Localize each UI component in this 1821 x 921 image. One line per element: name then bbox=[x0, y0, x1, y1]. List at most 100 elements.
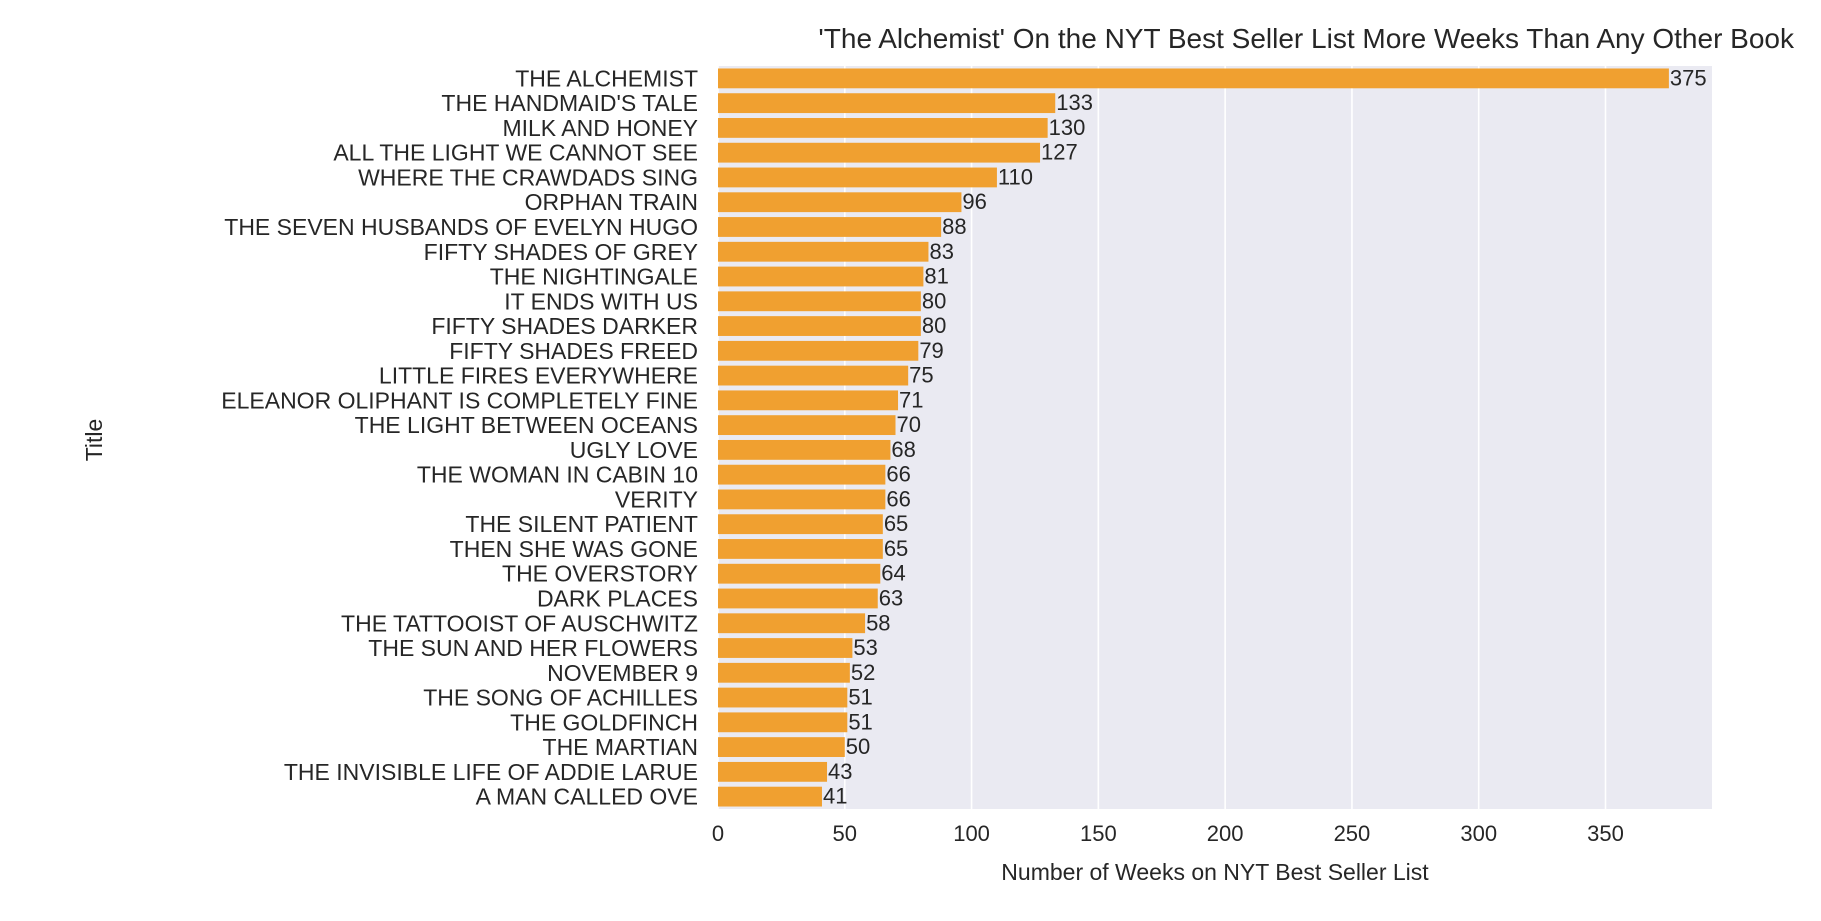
bar-the-sun-and-her-flowers bbox=[718, 638, 853, 658]
bar-milk-and-honey bbox=[718, 118, 1048, 138]
category-label-the-alchemist: THE ALCHEMIST bbox=[515, 65, 698, 91]
category-label-the-light-between-oceans: THE LIGHT BETWEEN OCEANS bbox=[355, 412, 698, 438]
bar-all-the-light-we-cannot-see bbox=[718, 142, 1041, 163]
bar-then-she-was-gone bbox=[718, 539, 883, 559]
bar-the-goldfinch bbox=[718, 712, 848, 733]
category-label-then-she-was-gone: THEN SHE WAS GONE bbox=[450, 536, 698, 562]
bar-november-9 bbox=[718, 662, 850, 683]
category-label-where-the-crawdads-sing: WHERE THE CRAWDADS SING bbox=[358, 164, 698, 190]
bar-the-handmaid-s-tale bbox=[718, 93, 1056, 114]
category-label-fifty-shades-freed: FIFTY SHADES FREED bbox=[449, 338, 698, 364]
category-label-milk-and-honey: MILK AND HONEY bbox=[502, 115, 698, 141]
bar-the-seven-husbands-of-evelyn-hugo bbox=[718, 217, 942, 237]
data-label-the-silent-patient: 65 bbox=[884, 511, 908, 536]
data-label-the-sun-and-her-flowers: 53 bbox=[853, 635, 877, 660]
bar-the-martian bbox=[718, 737, 845, 757]
x-tick-label-150: 150 bbox=[1080, 821, 1117, 846]
bar-eleanor-oliphant-is-completely-fine bbox=[718, 390, 899, 411]
category-label-eleanor-oliphant-is-completely-fine: ELEANOR OLIPHANT IS COMPLETELY FINE bbox=[221, 387, 698, 413]
data-label-orphan-train: 96 bbox=[962, 189, 986, 214]
bar-where-the-crawdads-sing bbox=[718, 167, 997, 188]
bar-the-overstory bbox=[718, 563, 881, 584]
data-label-the-handmaid-s-tale: 133 bbox=[1056, 90, 1093, 115]
category-label-the-woman-in-cabin-10: THE WOMAN IN CABIN 10 bbox=[417, 462, 698, 488]
data-label-fifty-shades-darker: 80 bbox=[922, 313, 946, 338]
bar-the-tattooist-of-auschwitz bbox=[718, 613, 866, 634]
category-label-ugly-love: UGLY LOVE bbox=[570, 437, 698, 463]
category-label-the-goldfinch: THE GOLDFINCH bbox=[510, 709, 698, 735]
bar-dark-places bbox=[718, 588, 878, 609]
data-label-the-song-of-achilles: 51 bbox=[848, 685, 872, 710]
data-label-fifty-shades-of-grey: 83 bbox=[929, 239, 953, 264]
bar-the-invisible-life-of-addie-larue bbox=[718, 761, 828, 782]
category-label-all-the-light-we-cannot-see: ALL THE LIGHT WE CANNOT SEE bbox=[333, 140, 698, 166]
data-label-little-fires-everywhere: 75 bbox=[909, 363, 933, 388]
data-label-the-woman-in-cabin-10: 66 bbox=[886, 462, 910, 487]
data-label-eleanor-oliphant-is-completely-fine: 71 bbox=[899, 387, 923, 412]
category-label-fifty-shades-of-grey: FIFTY SHADES OF GREY bbox=[424, 239, 698, 265]
category-label-it-ends-with-us: IT ENDS WITH US bbox=[504, 288, 698, 314]
data-label-ugly-love: 68 bbox=[891, 437, 915, 462]
x-tick-label-0: 0 bbox=[712, 821, 724, 846]
data-label-the-tattooist-of-auschwitz: 58 bbox=[866, 610, 890, 635]
category-label-november-9: NOVEMBER 9 bbox=[547, 660, 698, 686]
data-label-it-ends-with-us: 80 bbox=[922, 288, 946, 313]
data-label-the-goldfinch: 51 bbox=[848, 709, 872, 734]
category-label-the-invisible-life-of-addie-larue: THE INVISIBLE LIFE OF ADDIE LARUE bbox=[284, 759, 698, 785]
category-label-a-man-called-ove: A MAN CALLED OVE bbox=[476, 784, 698, 810]
y-axis-label: Title bbox=[81, 419, 107, 462]
data-label-milk-and-honey: 130 bbox=[1049, 115, 1086, 140]
category-label-orphan-train: ORPHAN TRAIN bbox=[525, 189, 698, 215]
bar-little-fires-everywhere bbox=[718, 365, 909, 386]
category-label-the-silent-patient: THE SILENT PATIENT bbox=[465, 511, 698, 537]
x-axis-label: Number of Weeks on NYT Best Seller List bbox=[1001, 859, 1429, 885]
data-label-the-nightingale: 81 bbox=[924, 264, 948, 289]
data-label-the-martian: 50 bbox=[846, 734, 870, 759]
bar-the-nightingale bbox=[718, 266, 924, 287]
bar-ugly-love bbox=[718, 439, 891, 460]
category-label-dark-places: DARK PLACES bbox=[537, 585, 698, 611]
data-label-the-overstory: 64 bbox=[881, 561, 905, 586]
data-label-all-the-light-we-cannot-see: 127 bbox=[1041, 140, 1078, 165]
chart-title: 'The Alchemist' On the NYT Best Seller L… bbox=[818, 23, 1795, 54]
data-label-fifty-shades-freed: 79 bbox=[919, 338, 943, 363]
x-tick-labels: 0 50 100 150 200 250 300 350 bbox=[712, 821, 1624, 846]
data-label-dark-places: 63 bbox=[879, 585, 903, 610]
category-label-the-overstory: THE OVERSTORY bbox=[502, 561, 698, 587]
gridlines bbox=[717, 66, 1607, 809]
data-label-a-man-called-ove: 41 bbox=[823, 784, 847, 809]
plot-area bbox=[718, 66, 1712, 809]
x-tick-label-50: 50 bbox=[833, 821, 857, 846]
data-label-the-invisible-life-of-addie-larue: 43 bbox=[828, 759, 852, 784]
bar-fifty-shades-of-grey bbox=[718, 241, 929, 262]
bar-it-ends-with-us bbox=[718, 291, 921, 312]
data-label-the-seven-husbands-of-evelyn-hugo: 88 bbox=[942, 214, 966, 239]
category-label-the-nightingale: THE NIGHTINGALE bbox=[490, 264, 698, 290]
category-label-the-handmaid-s-tale: THE HANDMAID'S TALE bbox=[441, 90, 698, 116]
bar-the-silent-patient bbox=[718, 514, 883, 535]
category-label-the-song-of-achilles: THE SONG OF ACHILLES bbox=[423, 685, 698, 711]
x-tick-label-200: 200 bbox=[1207, 821, 1244, 846]
data-label-then-she-was-gone: 65 bbox=[884, 536, 908, 561]
x-tick-label-300: 300 bbox=[1460, 821, 1497, 846]
data-labels: 3751331301271109688838180807975717068666… bbox=[823, 65, 1707, 808]
x-tick-label-250: 250 bbox=[1334, 821, 1371, 846]
category-label-fifty-shades-darker: FIFTY SHADES DARKER bbox=[431, 313, 698, 339]
bar-the-woman-in-cabin-10 bbox=[718, 464, 886, 485]
category-label-the-tattooist-of-auschwitz: THE TATTOOIST OF AUSCHWITZ bbox=[341, 610, 698, 636]
data-label-the-alchemist: 375 bbox=[1670, 65, 1707, 90]
bar-verity bbox=[718, 489, 886, 510]
category-label-the-martian: THE MARTIAN bbox=[543, 734, 698, 760]
bar-the-light-between-oceans bbox=[718, 415, 896, 436]
bar-fifty-shades-darker bbox=[718, 316, 921, 336]
category-label-little-fires-everywhere: LITTLE FIRES EVERYWHERE bbox=[379, 363, 698, 389]
data-label-verity: 66 bbox=[886, 486, 910, 511]
bar-the-song-of-achilles bbox=[718, 687, 848, 708]
x-tick-label-100: 100 bbox=[953, 821, 990, 846]
bar-the-alchemist bbox=[718, 68, 1669, 89]
bar-orphan-train bbox=[718, 192, 962, 213]
bars bbox=[718, 68, 1669, 807]
